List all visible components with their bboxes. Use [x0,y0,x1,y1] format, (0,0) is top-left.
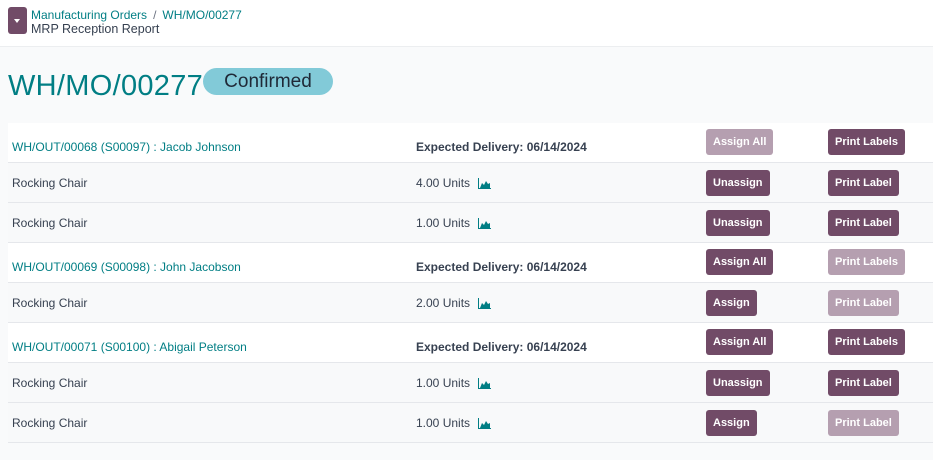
delivery-link[interactable]: WH/OUT/00071 (S00100) : Abigail Peterson [12,340,247,354]
print-labels-button[interactable]: Print Labels [828,129,905,155]
delivery-link[interactable]: WH/OUT/00069 (S00098) : John Jacobson [12,260,241,274]
assign-toggle-button[interactable]: Assign [706,290,757,316]
breadcrumb-separator: / [153,8,157,22]
delivery-header-row: WH/OUT/00068 (S00097) : Jacob Johnson Ex… [8,123,933,163]
quantity: 2.00 Units [416,296,471,310]
expected-delivery: Expected Delivery: 06/14/2024 [416,340,587,354]
product-name: Rocking Chair [12,176,88,190]
quantity: 1.00 Units [416,416,471,430]
move-line-row: Rocking Chair 4.00 Units Unassign Print L… [8,163,933,203]
page-title: WH/MO/00277 [8,70,204,102]
page-subtitle: MRP Reception Report [31,22,160,36]
move-line-row: Rocking Chair 1.00 Units Unassign Print L… [8,363,933,403]
assign-toggle-button[interactable]: Unassign [706,170,770,196]
move-line-row: Rocking Chair 1.00 Units Unassign Print L… [8,203,933,243]
control-panel: Manufacturing Orders / WH/MO/00277 MRP Rec… [0,0,933,47]
print-label-button[interactable]: Print Label [828,410,899,436]
breadcrumb-mo[interactable]: WH/MO/00277 [162,8,242,22]
move-line-row: Rocking Chair 2.00 Units Assign Print Lab… [8,283,933,323]
breadcrumb: Manufacturing Orders / WH/MO/00277 [31,8,242,22]
quantity: 1.00 Units [416,216,471,230]
forecast-chart-icon[interactable] [478,298,492,310]
quantity: 4.00 Units [416,176,471,190]
assign-toggle-button[interactable]: Assign [706,410,757,436]
print-labels-button[interactable]: Print Labels [828,329,905,355]
assign-toggle-button[interactable]: Unassign [706,210,770,236]
expected-delivery: Expected Delivery: 06/14/2024 [416,260,587,274]
print-labels-button[interactable]: Print Labels [828,249,905,275]
delivery-header-row: WH/OUT/00071 (S00100) : Abigail Peterson… [8,323,933,363]
forecast-chart-icon[interactable] [478,378,492,390]
print-label-button[interactable]: Print Label [828,290,899,316]
product-name: Rocking Chair [12,416,88,430]
forecast-chart-icon[interactable] [478,178,492,190]
product-name: Rocking Chair [12,296,88,310]
product-name: Rocking Chair [12,376,88,390]
assign-toggle-button[interactable]: Unassign [706,370,770,396]
assign-all-button[interactable]: Assign All [706,329,774,355]
assign-all-button[interactable]: Assign All [706,129,774,155]
quantity: 1.00 Units [416,376,471,390]
move-line-row: Rocking Chair 1.00 Units Assign Print Lab… [8,403,933,443]
delivery-header-row: WH/OUT/00069 (S00098) : John Jacobson Ex… [8,243,933,283]
assign-all-button[interactable]: Assign All [706,249,774,275]
print-label-button[interactable]: Print Label [828,170,899,196]
expected-delivery: Expected Delivery: 06/14/2024 [416,140,587,154]
breadcrumb-manufacturing-orders[interactable]: Manufacturing Orders [31,8,148,22]
product-name: Rocking Chair [12,216,88,230]
print-label-button[interactable]: Print Label [828,370,899,396]
delivery-link[interactable]: WH/OUT/00068 (S00097) : Jacob Johnson [12,140,241,154]
forecast-chart-icon[interactable] [478,218,492,230]
forecast-chart-icon[interactable] [478,418,492,430]
actions-dropdown-button[interactable] [8,7,27,34]
status-badge: Confirmed [203,68,333,95]
print-label-button[interactable]: Print Label [828,210,899,236]
reception-report-table: WH/OUT/00068 (S00097) : Jacob Johnson Ex… [8,123,933,443]
